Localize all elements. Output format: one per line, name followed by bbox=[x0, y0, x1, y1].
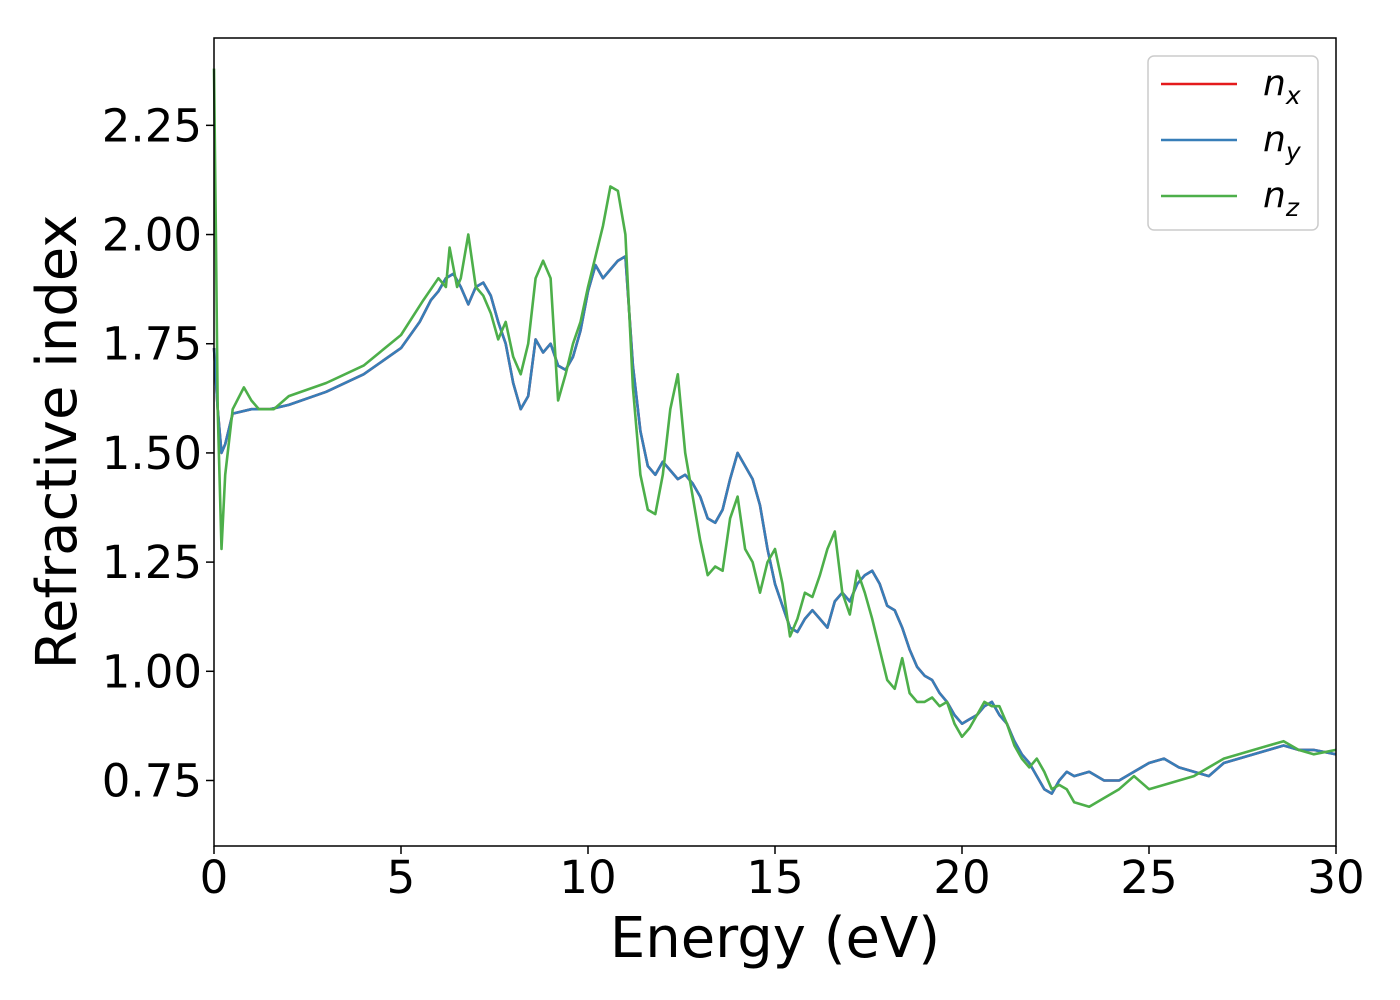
legend-label-base: n bbox=[1263, 63, 1286, 104]
y-axis: 0.75 1.00 1.25 1.50 1.75 2.00 2.25 bbox=[102, 99, 214, 807]
legend-label-base: n bbox=[1263, 119, 1286, 160]
x-axis: 0 5 10 15 20 25 30 bbox=[200, 846, 1365, 904]
legend-label: ny bbox=[1263, 119, 1302, 166]
x-tick-label: 15 bbox=[746, 851, 803, 904]
legend-label-base: n bbox=[1263, 175, 1286, 216]
series-line-ny bbox=[212, 255, 1337, 795]
legend-label: nx bbox=[1263, 63, 1301, 110]
y-tick-label: 0.75 bbox=[102, 754, 202, 807]
y-tick-label: 1.25 bbox=[102, 536, 202, 589]
x-tick-label: 5 bbox=[387, 851, 416, 904]
x-tick-label: 0 bbox=[200, 851, 229, 904]
y-tick-label: 2.00 bbox=[102, 209, 202, 262]
x-axis-title: Energy (eV) bbox=[610, 906, 940, 971]
legend-label-subscript: x bbox=[1285, 81, 1301, 110]
x-tick-label: 10 bbox=[559, 851, 616, 904]
legend-label: nz bbox=[1263, 175, 1300, 222]
x-tick-label: 20 bbox=[933, 851, 990, 904]
legend-label-subscript: z bbox=[1285, 193, 1300, 222]
x-tick-label: 30 bbox=[1307, 851, 1364, 904]
y-tick-label: 2.25 bbox=[102, 99, 202, 152]
y-tick-label: 1.00 bbox=[102, 645, 202, 698]
x-tick-label: 25 bbox=[1120, 851, 1177, 904]
y-tick-label: 1.50 bbox=[102, 427, 202, 480]
series-line-nx bbox=[212, 255, 1337, 795]
legend-box bbox=[1147, 55, 1319, 231]
y-tick-label: 1.75 bbox=[102, 318, 202, 371]
legend-label-subscript: y bbox=[1285, 137, 1302, 166]
series-layer bbox=[212, 68, 1337, 808]
series-line-nz bbox=[212, 68, 1337, 808]
y-axis-title: Refractive index bbox=[25, 215, 90, 670]
